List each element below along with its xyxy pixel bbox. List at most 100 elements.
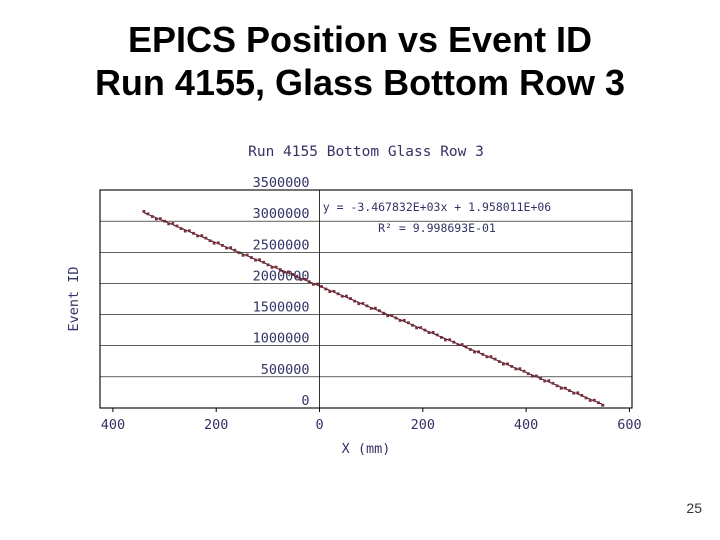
data-point	[336, 292, 340, 296]
data-point	[448, 338, 452, 342]
slide-title: EPICS Position vs Event ID Run 4155, Gla…	[0, 18, 720, 104]
data-point	[568, 389, 571, 392]
data-point	[402, 318, 406, 322]
data-point	[233, 248, 237, 252]
x-tick-label: 400	[514, 417, 538, 433]
data-point	[320, 285, 323, 288]
data-point	[497, 360, 501, 363]
data-point	[378, 309, 381, 313]
data-point	[196, 234, 199, 238]
data-point	[283, 270, 286, 274]
data-point	[559, 386, 563, 390]
data-point	[394, 316, 398, 320]
y-tick-label: 3500000	[253, 175, 310, 191]
data-point	[386, 314, 390, 318]
x-axis-title: X (mm)	[342, 441, 391, 457]
x-tick-label: 200	[411, 417, 435, 433]
data-point	[266, 263, 270, 267]
data-point	[258, 258, 261, 262]
data-point	[324, 287, 328, 291]
data-point	[208, 239, 212, 243]
data-point	[204, 236, 208, 240]
data-point	[547, 379, 551, 383]
y-axis-title: Event ID	[66, 266, 82, 331]
chart-title: Run 4155 Bottom Glass Row 3	[248, 144, 484, 160]
data-point	[328, 290, 332, 293]
data-point	[295, 275, 299, 279]
data-point	[278, 268, 282, 271]
data-point	[588, 399, 592, 402]
data-point	[468, 348, 472, 351]
data-point	[502, 362, 505, 366]
data-point	[601, 403, 604, 407]
data-point	[477, 350, 480, 354]
data-point	[580, 394, 584, 397]
data-point	[423, 328, 427, 332]
data-point	[270, 266, 274, 269]
data-point	[241, 253, 245, 257]
data-point	[311, 282, 315, 286]
data-point	[365, 304, 369, 308]
data-point	[431, 331, 435, 334]
data-point	[163, 219, 166, 223]
data-point	[390, 314, 394, 317]
data-point	[456, 343, 460, 347]
page-number: 25	[686, 500, 702, 516]
data-point	[427, 331, 431, 334]
y-tick-label: 2000000	[253, 268, 310, 284]
data-point	[171, 222, 175, 225]
data-point	[493, 357, 497, 361]
data-point	[183, 229, 187, 233]
data-point	[526, 372, 530, 376]
data-point	[506, 362, 509, 366]
slide-title-line2: Run 4155, Glass Bottom Row 3	[94, 62, 626, 104]
data-point	[584, 396, 588, 400]
data-point	[535, 374, 538, 378]
data-point	[530, 374, 534, 378]
data-point	[444, 338, 447, 342]
data-point	[382, 311, 385, 315]
data-point	[249, 256, 253, 259]
data-point	[237, 251, 241, 255]
x-tick-label: 200	[204, 417, 228, 433]
data-point	[485, 355, 489, 359]
data-point	[551, 381, 555, 385]
data-point	[175, 224, 179, 228]
data-point	[303, 277, 307, 281]
data-point	[415, 326, 418, 330]
data-point	[332, 289, 336, 293]
y-tick-label: 3000000	[253, 206, 310, 222]
data-point	[369, 307, 373, 310]
data-point	[340, 294, 344, 298]
data-point	[349, 297, 352, 300]
y-tick-label: 500000	[261, 362, 310, 378]
y-tick-label: 0	[301, 393, 309, 409]
plot-border	[99, 189, 633, 409]
data-point	[522, 369, 526, 373]
data-point	[274, 265, 278, 269]
data-point	[543, 379, 547, 383]
data-point	[159, 217, 162, 221]
data-point	[146, 212, 150, 216]
data-point	[229, 246, 233, 250]
data-point	[481, 352, 485, 356]
data-point	[576, 391, 580, 395]
equation-line2: R² = 9.998693E-01	[378, 221, 496, 235]
data-point	[398, 319, 402, 322]
data-point	[489, 355, 493, 358]
y-tick-label: 1000000	[253, 331, 310, 347]
data-point	[555, 384, 559, 388]
x-tick-label: 600	[617, 417, 641, 433]
slide-title-line1: EPICS Position vs Event ID	[127, 19, 593, 60]
data-point	[200, 234, 204, 237]
data-point	[353, 299, 356, 303]
data-point	[518, 367, 522, 371]
data-point	[216, 241, 220, 245]
data-point	[435, 333, 439, 337]
data-point	[460, 343, 464, 346]
data-point	[510, 365, 514, 368]
data-point	[539, 377, 542, 380]
data-point	[316, 282, 319, 286]
